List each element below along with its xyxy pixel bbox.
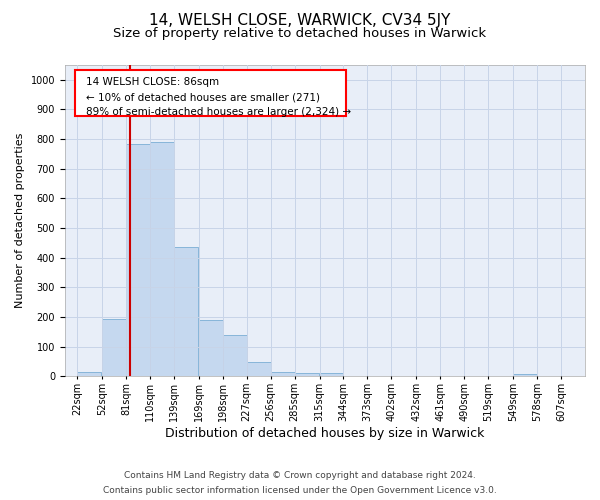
Bar — [513, 374, 537, 376]
FancyBboxPatch shape — [75, 70, 346, 116]
Text: 14, WELSH CLOSE, WARWICK, CV34 5JY: 14, WELSH CLOSE, WARWICK, CV34 5JY — [149, 12, 451, 28]
Text: 89% of semi-detached houses are larger (2,324) →: 89% of semi-detached houses are larger (… — [86, 108, 351, 118]
Y-axis label: Number of detached properties: Number of detached properties — [15, 133, 25, 308]
Bar — [102, 318, 126, 376]
Bar — [295, 374, 319, 376]
Bar — [199, 320, 223, 376]
Text: Size of property relative to detached houses in Warwick: Size of property relative to detached ho… — [113, 28, 487, 40]
Bar — [174, 248, 198, 376]
Bar — [223, 335, 247, 376]
Text: ← 10% of detached houses are smaller (271): ← 10% of detached houses are smaller (27… — [86, 92, 320, 102]
Bar — [150, 142, 174, 376]
Bar — [247, 362, 271, 376]
Bar — [320, 374, 343, 376]
Text: Contains public sector information licensed under the Open Government Licence v3: Contains public sector information licen… — [103, 486, 497, 495]
Bar — [271, 372, 295, 376]
Bar — [126, 144, 150, 376]
X-axis label: Distribution of detached houses by size in Warwick: Distribution of detached houses by size … — [165, 427, 485, 440]
Text: 14 WELSH CLOSE: 86sqm: 14 WELSH CLOSE: 86sqm — [86, 78, 219, 88]
Bar — [77, 372, 101, 376]
Text: Contains HM Land Registry data © Crown copyright and database right 2024.: Contains HM Land Registry data © Crown c… — [124, 471, 476, 480]
